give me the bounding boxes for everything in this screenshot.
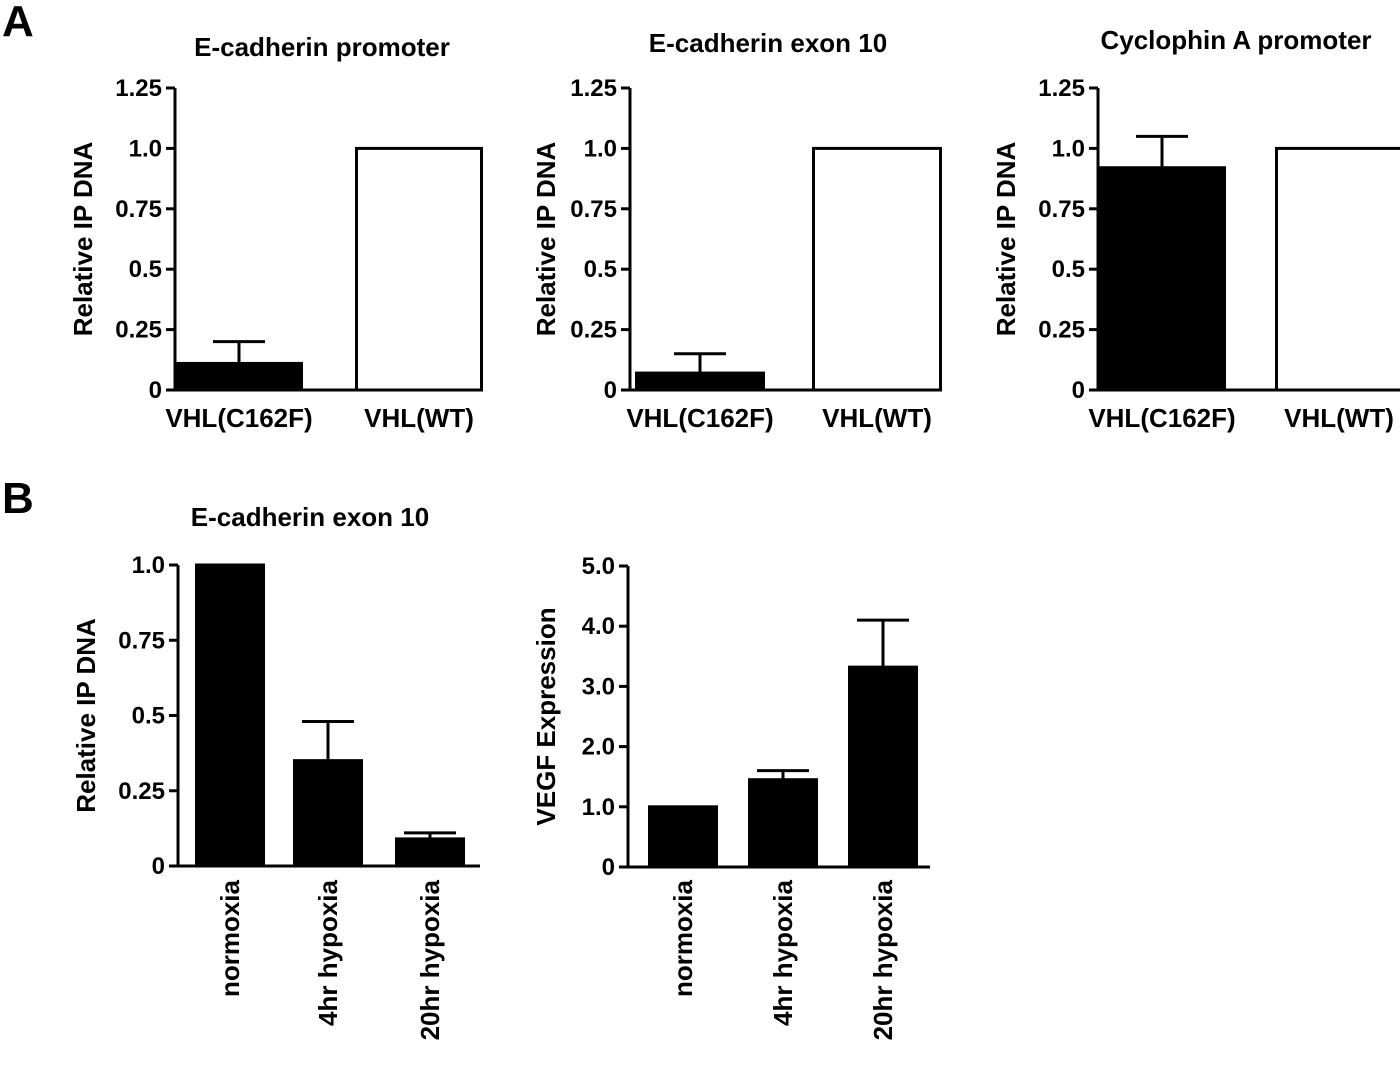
bar-1 — [1098, 166, 1226, 392]
y-tick-label: 0.25 — [1038, 317, 1085, 344]
x-category-label: 4hr hypoxia — [768, 879, 798, 1025]
y-tick-label: 0.25 — [115, 317, 162, 344]
y-tick-label: 0 — [602, 854, 615, 881]
y-tick-label: 0 — [152, 853, 165, 880]
chart-title: E-cadherin promoter — [194, 32, 450, 62]
y-tick-label: 1.0 — [132, 552, 165, 579]
bar-1 — [195, 563, 265, 868]
bar-3 — [848, 665, 918, 869]
bar-1 — [648, 805, 718, 869]
chart-2: E-cadherin exon 10 Relative IP DNA 0 0.25 0.… — [531, 28, 942, 433]
bar-2 — [355, 146, 483, 392]
x-category-label: normoxia — [668, 879, 698, 997]
x-category-label: 20hr hypoxia — [868, 879, 898, 1040]
x-category-label: VHL(C162F) — [1088, 403, 1235, 433]
x-category-label: VHL(WT) — [1284, 403, 1394, 433]
y-tick-label: 1.0 — [129, 135, 162, 162]
panel-label-a: A — [2, 0, 34, 46]
y-tick-label: 0.75 — [115, 196, 162, 223]
y-tick-label: 1.25 — [570, 75, 617, 102]
y-tick-label: 1.0 — [1052, 135, 1085, 162]
x-category-label: VHL(WT) — [364, 403, 474, 433]
y-tick-label: 0.75 — [570, 196, 617, 223]
y-tick-label: 0.5 — [584, 256, 617, 283]
y-axis-label: Relative IP DNA — [71, 618, 101, 813]
x-category-label: VHL(WT) — [822, 403, 932, 433]
bar-1 — [175, 361, 303, 392]
y-tick-label: 1.0 — [584, 135, 617, 162]
y-tick-label: 1.25 — [1038, 75, 1085, 102]
chart-title: E-cadherin exon 10 — [649, 28, 887, 58]
y-axis-label: VEGF Expression — [531, 607, 561, 825]
y-tick-label: 0 — [1072, 377, 1085, 404]
bar-2 — [293, 759, 363, 868]
x-category-label: VHL(C162F) — [626, 403, 773, 433]
chart-title: Cyclophin A promoter — [1100, 25, 1371, 55]
y-axis-label: Relative IP DNA — [991, 141, 1021, 336]
y-axis-label: Relative IP DNA — [68, 141, 98, 336]
y-tick-label: 2.0 — [582, 734, 615, 761]
y-tick-label: 0.25 — [570, 317, 617, 344]
y-tick-label: 5.0 — [582, 553, 615, 580]
y-tick-label: 1.0 — [582, 794, 615, 821]
bar-2 — [1275, 146, 1400, 392]
chart-title: E-cadherin exon 10 — [191, 502, 429, 532]
y-tick-label: 3.0 — [582, 673, 615, 700]
bar-2 — [748, 778, 818, 869]
chart-4: E-cadherin exon 10 Relative IP DNA 0 0.25 0.… — [71, 502, 480, 1040]
x-category-label: 4hr hypoxia — [313, 879, 343, 1025]
y-tick-label: 0.75 — [118, 627, 165, 654]
bar-2 — [812, 146, 942, 392]
chart-5: VEGF Expression 0 1.0 2.0 3.0 4.0 5.0 normoxia 4… — [531, 553, 930, 1040]
chart-3: Cyclophin A promoter Relative IP DNA 0 0.25… — [991, 25, 1400, 433]
y-axis-label: Relative IP DNA — [531, 141, 561, 336]
bar-1 — [635, 371, 765, 392]
chart-1: E-cadherin promoter Relative IP DNA 0 0.25 0… — [68, 32, 483, 433]
x-category-label: normoxia — [215, 879, 245, 997]
y-tick-label: 0.75 — [1038, 196, 1085, 223]
y-tick-label: 0 — [604, 377, 617, 404]
y-tick-label: 0.5 — [1052, 256, 1085, 283]
x-category-label: 20hr hypoxia — [415, 879, 445, 1040]
y-tick-label: 0 — [149, 377, 162, 404]
panel-label-b: B — [2, 474, 34, 523]
charts-group: E-cadherin promoter Relative IP DNA 0 0.25 0… — [68, 25, 1400, 1040]
y-tick-label: 0.25 — [118, 778, 165, 805]
y-tick-label: 4.0 — [582, 613, 615, 640]
y-tick-label: 1.25 — [115, 75, 162, 102]
y-tick-label: 0.5 — [132, 703, 165, 730]
x-category-label: VHL(C162F) — [165, 403, 312, 433]
bar-3 — [395, 837, 465, 868]
y-tick-label: 0.5 — [129, 256, 162, 283]
